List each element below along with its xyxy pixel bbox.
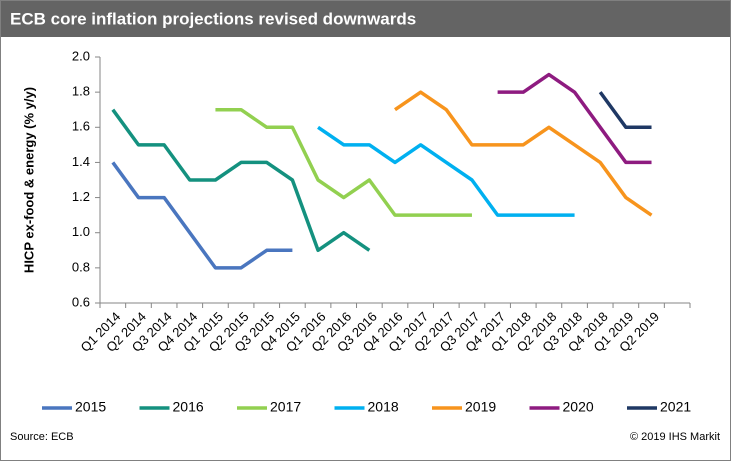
y-tick-label: 1.0: [72, 224, 90, 239]
legend-label: 2015: [75, 399, 106, 415]
y-tick-label: 1.4: [72, 154, 90, 169]
series-line: [111, 108, 371, 253]
chart-title: ECB core inflation projections revised d…: [10, 9, 416, 28]
title-bar: [1, 1, 730, 37]
y-tick-label: 0.6: [72, 294, 90, 309]
legend-label: 2018: [368, 399, 399, 415]
legend-label: 2021: [660, 399, 691, 415]
y-tick-label: 1.8: [72, 84, 90, 99]
y-tick-label: 1.6: [72, 119, 90, 134]
y-axis-label: HICP ex-food & energy (% y/y): [21, 87, 36, 273]
credit: © 2019 IHS Markit: [630, 431, 720, 443]
legend-label: 2020: [563, 399, 594, 415]
y-tick-label: 0.8: [72, 259, 90, 274]
series-line: [111, 161, 293, 270]
legend-label: 2017: [270, 399, 301, 415]
source: Source: ECB: [10, 431, 74, 443]
series-line: [394, 90, 653, 217]
legend-label: 2016: [173, 399, 204, 415]
legend-label: 2019: [465, 399, 496, 415]
y-tick-label: 2.0: [72, 48, 90, 63]
y-tick-label: 1.2: [72, 189, 90, 204]
series-line: [317, 125, 575, 217]
series-line: [598, 91, 652, 130]
series-line: [215, 107, 472, 217]
series-line: [497, 72, 652, 165]
